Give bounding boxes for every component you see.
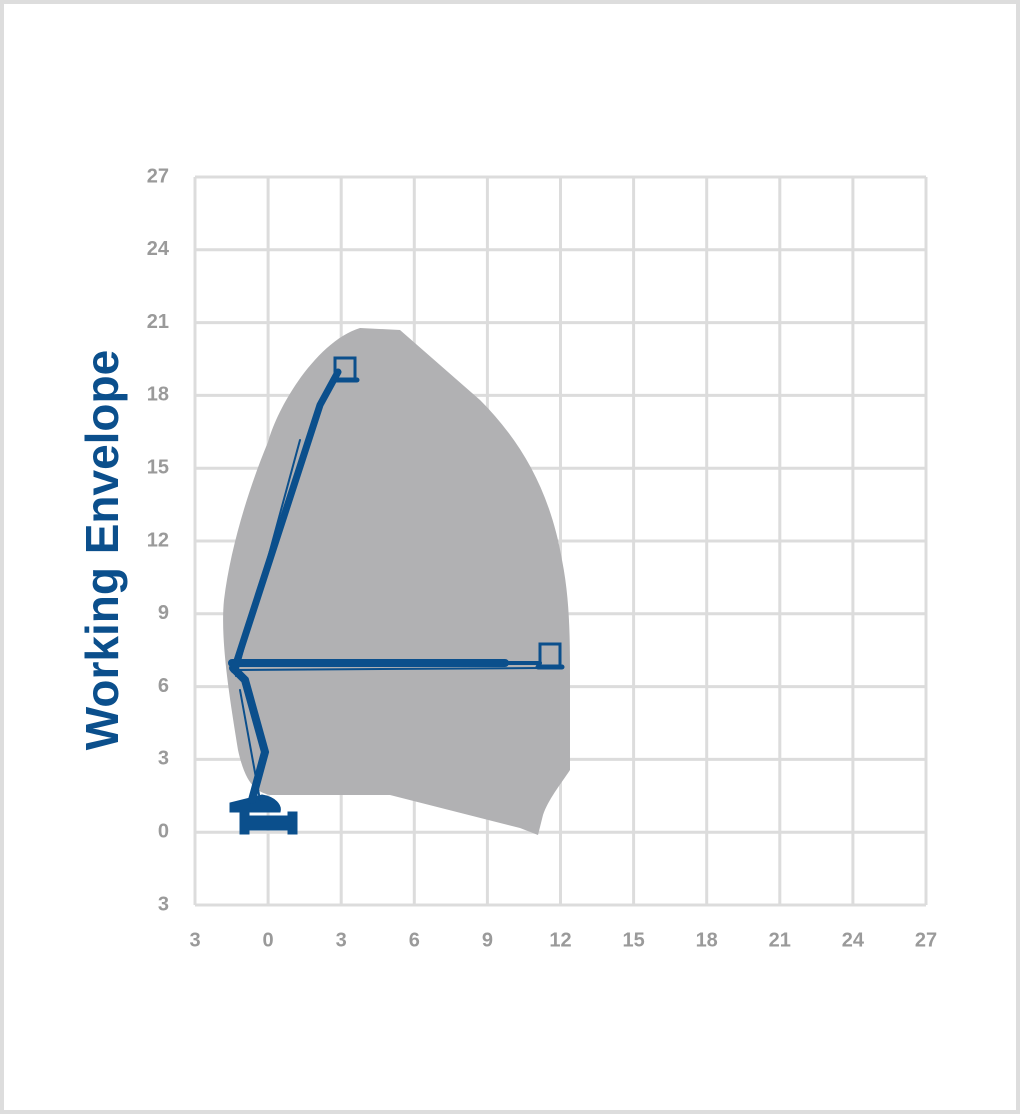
- y-tick-label: 0: [158, 820, 169, 842]
- y-tick-label: 27: [147, 165, 169, 187]
- y-tick-label: 18: [147, 384, 169, 406]
- y-tick-label: 12: [147, 529, 169, 551]
- x-tick-label: 24: [842, 929, 865, 951]
- x-tick-label: 3: [336, 929, 347, 951]
- x-tick-label: 0: [263, 929, 274, 951]
- working-envelope-area: [223, 328, 570, 835]
- x-tick-label: 3: [189, 929, 200, 951]
- y-tick-label: 9: [158, 602, 169, 624]
- lift-drawing: [228, 356, 565, 835]
- y-tick-label: 15: [147, 456, 169, 478]
- y-tick-label: 3: [158, 748, 169, 770]
- x-tick-label: 15: [622, 929, 644, 951]
- x-tick-label: 12: [549, 929, 571, 951]
- x-tick-label: 6: [409, 929, 420, 951]
- y-tick-label: 24: [147, 238, 170, 260]
- x-tick-label: 27: [915, 929, 937, 951]
- y-tick-label: 6: [158, 675, 169, 697]
- y-tick-label: 21: [147, 311, 169, 333]
- y-tick-label: 3: [158, 893, 169, 915]
- x-tick-label: 21: [769, 929, 791, 951]
- x-tick-label: 18: [696, 929, 718, 951]
- y-axis-label: Working Envelope: [76, 350, 128, 750]
- x-tick-label: 9: [482, 929, 493, 951]
